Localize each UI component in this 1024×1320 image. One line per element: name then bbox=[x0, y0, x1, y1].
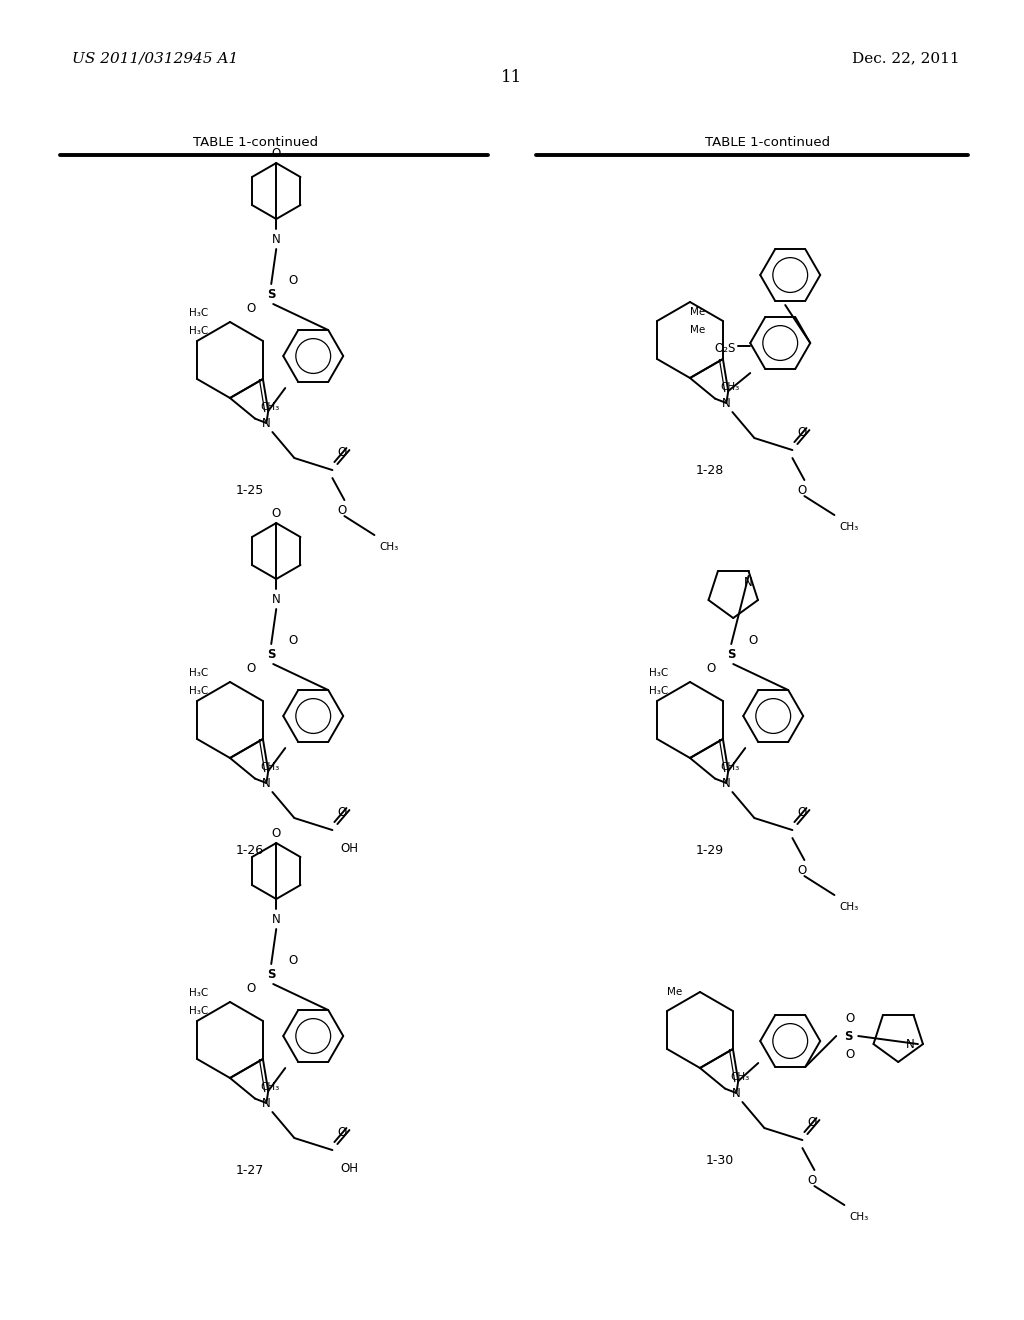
Text: N: N bbox=[732, 1086, 740, 1100]
Text: O: O bbox=[271, 507, 281, 520]
Text: 1-26: 1-26 bbox=[236, 843, 264, 857]
Text: O: O bbox=[289, 273, 298, 286]
Text: O: O bbox=[846, 1011, 855, 1024]
Text: H₃C: H₃C bbox=[649, 668, 668, 678]
Text: CH₃: CH₃ bbox=[720, 762, 739, 772]
Text: O: O bbox=[749, 634, 758, 647]
Text: OH: OH bbox=[340, 842, 358, 854]
Text: O: O bbox=[338, 446, 347, 458]
Text: O: O bbox=[846, 1048, 855, 1060]
Text: O: O bbox=[247, 661, 256, 675]
Text: O: O bbox=[247, 301, 256, 314]
Text: N: N bbox=[262, 776, 270, 789]
Text: H₃C: H₃C bbox=[649, 686, 668, 696]
Text: CH₃: CH₃ bbox=[730, 1072, 750, 1081]
Text: H₃C: H₃C bbox=[188, 987, 208, 998]
Text: TABLE 1-continued: TABLE 1-continued bbox=[194, 136, 318, 149]
Text: CH₃: CH₃ bbox=[260, 762, 280, 772]
Text: H₃C: H₃C bbox=[188, 686, 208, 696]
Text: O: O bbox=[798, 425, 807, 438]
Text: S: S bbox=[267, 288, 275, 301]
Text: OH: OH bbox=[340, 1162, 358, 1175]
Text: O: O bbox=[808, 1173, 817, 1187]
Text: O: O bbox=[707, 661, 716, 675]
Text: O: O bbox=[798, 863, 807, 876]
Text: CH₃: CH₃ bbox=[840, 902, 859, 912]
Text: N: N bbox=[906, 1038, 915, 1051]
Text: CH₃: CH₃ bbox=[260, 1081, 280, 1092]
Text: H₃C: H₃C bbox=[188, 1006, 208, 1016]
Text: O: O bbox=[271, 147, 281, 160]
Text: CH₃: CH₃ bbox=[380, 543, 398, 552]
Text: H₃C: H₃C bbox=[188, 668, 208, 678]
Text: Me: Me bbox=[667, 987, 682, 997]
Text: N: N bbox=[271, 593, 281, 606]
Text: CH₃: CH₃ bbox=[840, 521, 859, 532]
Text: 1-30: 1-30 bbox=[706, 1154, 734, 1167]
Text: 1-25: 1-25 bbox=[236, 483, 264, 496]
Text: 1-29: 1-29 bbox=[696, 843, 724, 857]
Text: O: O bbox=[338, 805, 347, 818]
Text: N: N bbox=[262, 1097, 270, 1110]
Text: O: O bbox=[247, 982, 256, 994]
Text: O₂S: O₂S bbox=[715, 342, 736, 355]
Text: O: O bbox=[289, 953, 298, 966]
Text: O: O bbox=[798, 805, 807, 818]
Text: CH₃: CH₃ bbox=[720, 381, 739, 392]
Text: 1-28: 1-28 bbox=[696, 463, 724, 477]
Text: H₃C: H₃C bbox=[188, 326, 208, 337]
Text: O: O bbox=[289, 634, 298, 647]
Text: N: N bbox=[262, 417, 270, 429]
Text: 1-27: 1-27 bbox=[236, 1163, 264, 1176]
Text: N: N bbox=[271, 912, 281, 925]
Text: S: S bbox=[267, 648, 275, 660]
Text: O: O bbox=[338, 1126, 347, 1139]
Text: Dec. 22, 2011: Dec. 22, 2011 bbox=[852, 51, 961, 65]
Text: 11: 11 bbox=[502, 70, 522, 87]
Text: Me: Me bbox=[689, 325, 705, 335]
Text: CH₃: CH₃ bbox=[849, 1212, 868, 1222]
Text: N: N bbox=[722, 776, 731, 789]
Text: O: O bbox=[338, 503, 347, 516]
Text: S: S bbox=[267, 968, 275, 981]
Text: Me: Me bbox=[689, 308, 705, 317]
Text: N: N bbox=[271, 232, 281, 246]
Text: N: N bbox=[722, 396, 731, 409]
Text: O: O bbox=[271, 826, 281, 840]
Text: N: N bbox=[744, 577, 753, 590]
Text: H₃C: H₃C bbox=[188, 308, 208, 318]
Text: S: S bbox=[727, 648, 735, 660]
Text: US 2011/0312945 A1: US 2011/0312945 A1 bbox=[72, 51, 239, 65]
Text: CH₃: CH₃ bbox=[260, 401, 280, 412]
Text: S: S bbox=[844, 1030, 853, 1043]
Text: O: O bbox=[808, 1115, 817, 1129]
Text: O: O bbox=[798, 483, 807, 496]
Text: TABLE 1-continued: TABLE 1-continued bbox=[706, 136, 830, 149]
